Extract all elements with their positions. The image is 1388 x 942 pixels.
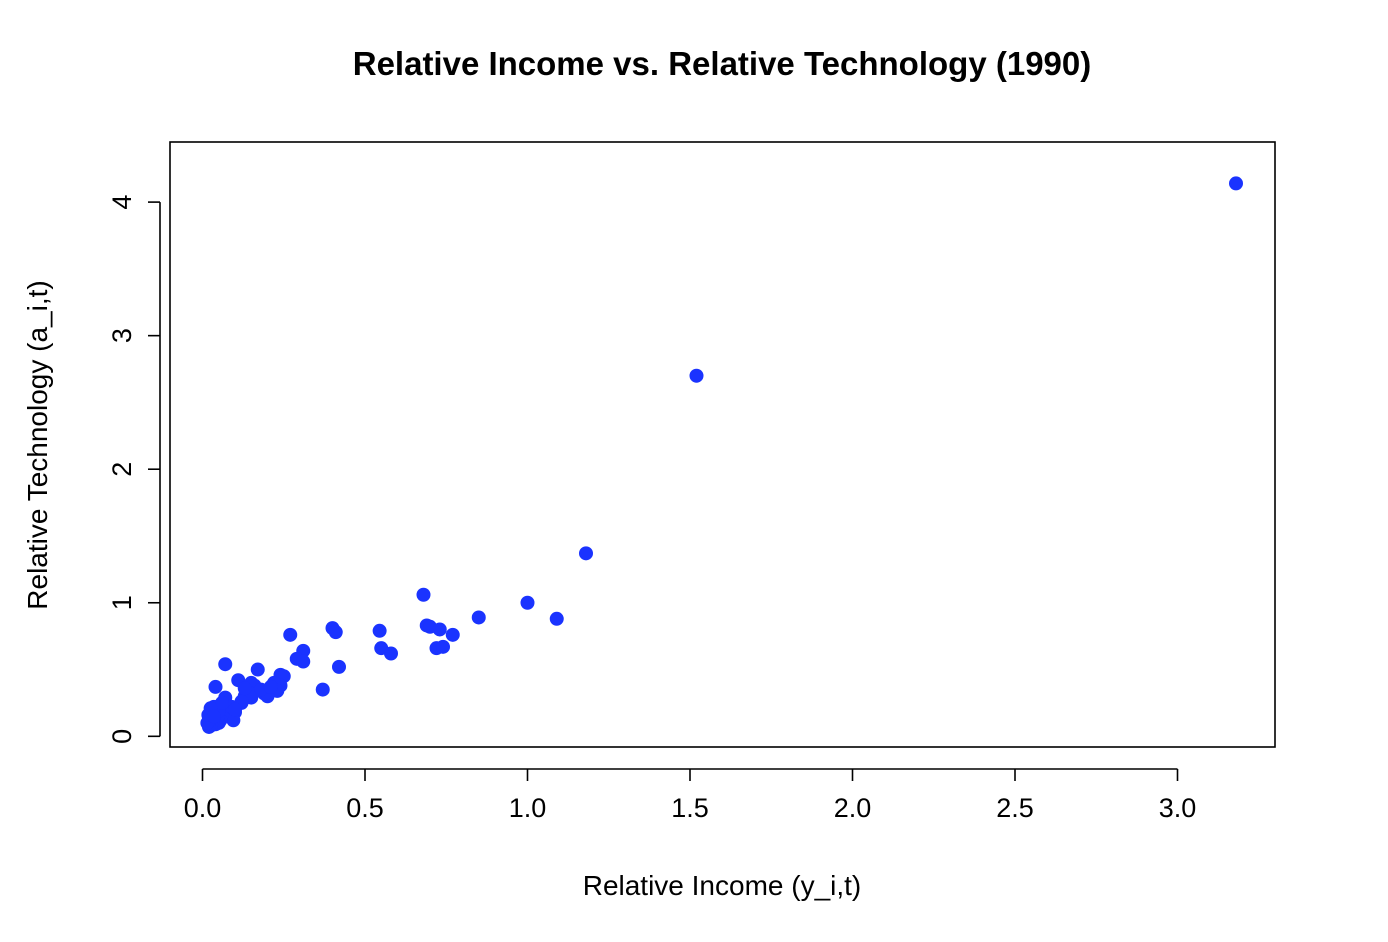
scatter-point [416, 587, 431, 602]
x-tick-label: 3.0 [1159, 793, 1197, 823]
scatter-point [296, 654, 311, 669]
y-axis: 0 1 2 3 4 [107, 195, 161, 744]
scatter-point [228, 702, 242, 717]
y-tick-label: 3 [107, 328, 137, 343]
x-tick-label: 0.5 [346, 793, 384, 823]
x-tick-label: 2.5 [996, 793, 1034, 823]
scatter-point [689, 368, 704, 383]
scatter-point [432, 622, 447, 637]
scatter-point [332, 659, 346, 674]
data-points [200, 176, 1243, 734]
x-tick-label: 0.0 [184, 793, 222, 823]
scatter-point [328, 625, 343, 640]
chart-title: Relative Income vs. Relative Technology … [353, 45, 1092, 82]
scatter-point [471, 610, 486, 625]
x-tick-label: 1.0 [509, 793, 547, 823]
plot-area-frame [169, 141, 1276, 748]
y-tick-label: 4 [107, 195, 137, 210]
y-tick-label: 2 [107, 462, 137, 477]
scatter-point [237, 681, 252, 696]
scatter-point [315, 682, 330, 697]
x-axis: 0.0 0.5 1.0 1.5 2.0 2.5 3.0 [184, 768, 1197, 823]
scatter-point [226, 713, 241, 728]
scatter-point [520, 595, 535, 610]
x-tick-label: 1.5 [671, 793, 709, 823]
scatter-point [372, 623, 387, 638]
scatter-point [384, 646, 398, 661]
y-tick-label: 0 [107, 729, 137, 744]
scatter-point [283, 627, 298, 642]
y-axis-label: Relative Technology (a_i,t) [22, 280, 53, 609]
scatter-point [215, 695, 229, 710]
y-tick-label: 1 [107, 595, 137, 610]
scatter-point [1229, 176, 1243, 191]
scatter-point [208, 679, 223, 694]
scatter-point [549, 611, 564, 626]
scatter-point [250, 662, 265, 677]
scatter-point [263, 679, 278, 694]
scatter-point [579, 546, 593, 561]
scatter-point [436, 639, 450, 654]
x-axis-label: Relative Income (y_i,t) [583, 870, 862, 901]
scatter-point [445, 627, 460, 642]
scatter-point [206, 709, 221, 724]
x-tick-label: 2.0 [834, 793, 872, 823]
scatter-point [218, 657, 233, 672]
